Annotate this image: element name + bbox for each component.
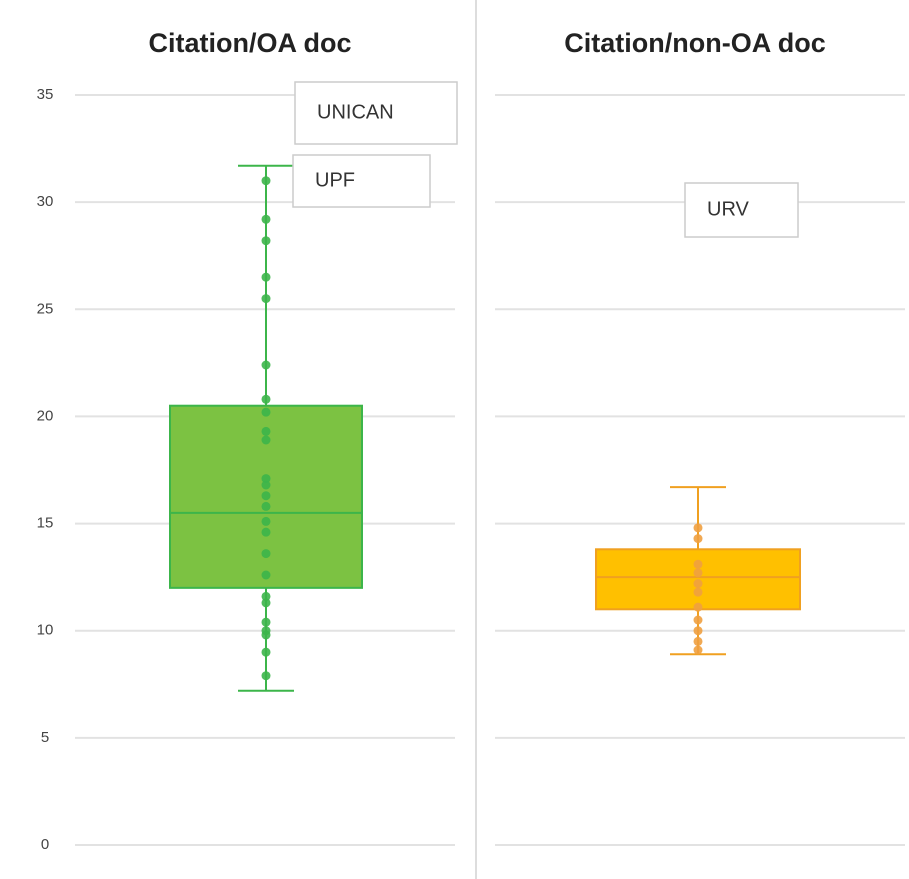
annotation-box bbox=[292, 154, 431, 208]
data-point bbox=[261, 491, 271, 501]
y-tick-label: 10 bbox=[37, 622, 54, 639]
data-point bbox=[693, 615, 703, 625]
annotation-box bbox=[294, 81, 458, 145]
data-point bbox=[261, 407, 271, 417]
data-point bbox=[693, 636, 703, 646]
data-point bbox=[261, 516, 271, 526]
data-point bbox=[693, 568, 703, 578]
data-point bbox=[693, 626, 703, 636]
y-tick-label: 35 bbox=[37, 86, 54, 103]
annotation: UNICAN bbox=[317, 101, 394, 123]
panel-title: Citation/non-OA doc bbox=[564, 28, 825, 58]
annotation: UPF bbox=[315, 169, 355, 191]
data-point bbox=[261, 501, 271, 511]
y-tick-label: 5 bbox=[41, 729, 49, 746]
data-point bbox=[261, 480, 271, 490]
data-point bbox=[261, 272, 271, 282]
data-point bbox=[261, 671, 271, 681]
data-point bbox=[261, 630, 271, 640]
data-point bbox=[693, 523, 703, 533]
data-point bbox=[261, 236, 271, 246]
data-point bbox=[693, 645, 703, 655]
data-point bbox=[261, 570, 271, 580]
data-point bbox=[693, 587, 703, 597]
panel-title: Citation/OA doc bbox=[149, 28, 352, 58]
data-point bbox=[261, 549, 271, 559]
data-point bbox=[261, 474, 271, 484]
data-point bbox=[261, 426, 271, 436]
data-point bbox=[261, 176, 271, 186]
data-point bbox=[261, 591, 271, 601]
annotation-box bbox=[684, 182, 799, 238]
data-point bbox=[261, 617, 271, 627]
data-point bbox=[261, 360, 271, 370]
data-point bbox=[693, 602, 703, 612]
data-point bbox=[261, 435, 271, 445]
y-tick-label: 30 bbox=[37, 193, 54, 210]
data-point bbox=[261, 647, 271, 657]
y-tick-label: 0 bbox=[41, 836, 49, 853]
data-point bbox=[693, 579, 703, 589]
data-point bbox=[261, 294, 271, 304]
data-point bbox=[693, 534, 703, 544]
y-tick-label: 15 bbox=[37, 515, 54, 532]
y-tick-label: 20 bbox=[37, 407, 54, 424]
data-point bbox=[261, 214, 271, 224]
y-tick-label: 25 bbox=[37, 300, 54, 317]
data-point bbox=[261, 527, 271, 537]
data-point bbox=[693, 559, 703, 569]
data-point bbox=[261, 598, 271, 608]
annotation: URV bbox=[707, 198, 750, 220]
data-point bbox=[261, 394, 271, 404]
